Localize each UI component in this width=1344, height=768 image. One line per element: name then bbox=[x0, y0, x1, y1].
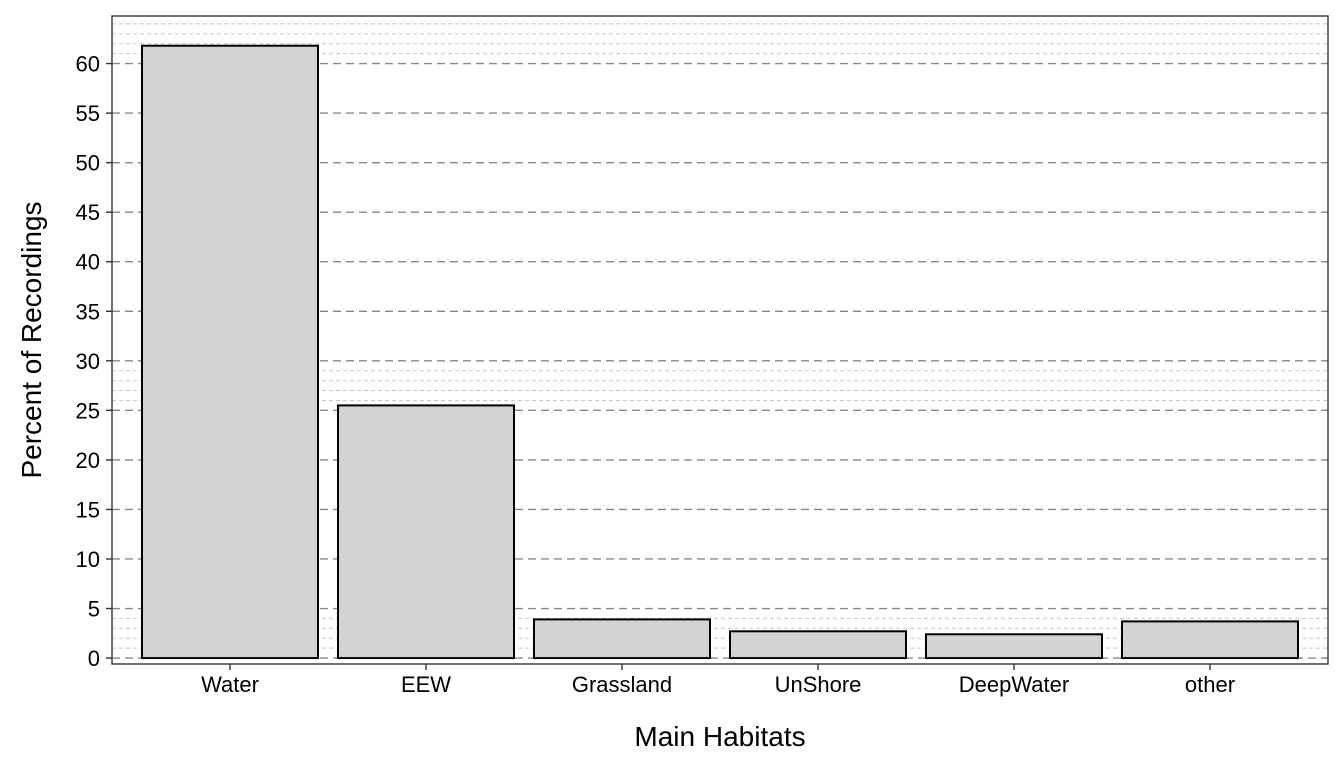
x-tick-label: EEW bbox=[401, 672, 451, 697]
bar bbox=[729, 630, 907, 660]
y-tick-label: 20 bbox=[76, 448, 100, 473]
bar bbox=[337, 404, 515, 660]
y-axis-title: Percent of Recordings bbox=[16, 201, 47, 478]
bars bbox=[141, 44, 1299, 660]
panel-border bbox=[111, 15, 1329, 665]
y-tick-label: 15 bbox=[76, 497, 100, 522]
bar bbox=[141, 44, 319, 660]
y-axis-ticks: 0 5 10 15 20 25 30 35 40 45 50 55 60 bbox=[76, 52, 112, 671]
x-tick-label: other bbox=[1185, 672, 1235, 697]
x-axis-title: Main Habitats bbox=[634, 721, 805, 752]
bar bbox=[1121, 620, 1299, 660]
y-tick-label: 50 bbox=[76, 151, 100, 176]
y-tick-label: 55 bbox=[76, 101, 100, 126]
y-tick-label: 30 bbox=[76, 349, 100, 374]
y-tick-label: 40 bbox=[76, 250, 100, 275]
y-tick-label: 10 bbox=[76, 547, 100, 572]
y-tick-label: 45 bbox=[76, 200, 100, 225]
x-axis-ticks: Water EEW Grassland UnShore DeepWater other bbox=[201, 664, 1235, 697]
x-tick-label: Grassland bbox=[572, 672, 672, 697]
x-tick-label: Water bbox=[201, 672, 259, 697]
y-tick-label: 35 bbox=[76, 299, 100, 324]
x-tick-label: DeepWater bbox=[959, 672, 1069, 697]
bar bbox=[533, 618, 711, 660]
y-tick-label: 5 bbox=[88, 597, 100, 622]
x-tick-label: UnShore bbox=[775, 672, 862, 697]
y-tick-label: 0 bbox=[88, 646, 100, 671]
y-tick-label: 25 bbox=[76, 398, 100, 423]
bar bbox=[925, 633, 1103, 660]
y-tick-label: 60 bbox=[76, 52, 100, 77]
